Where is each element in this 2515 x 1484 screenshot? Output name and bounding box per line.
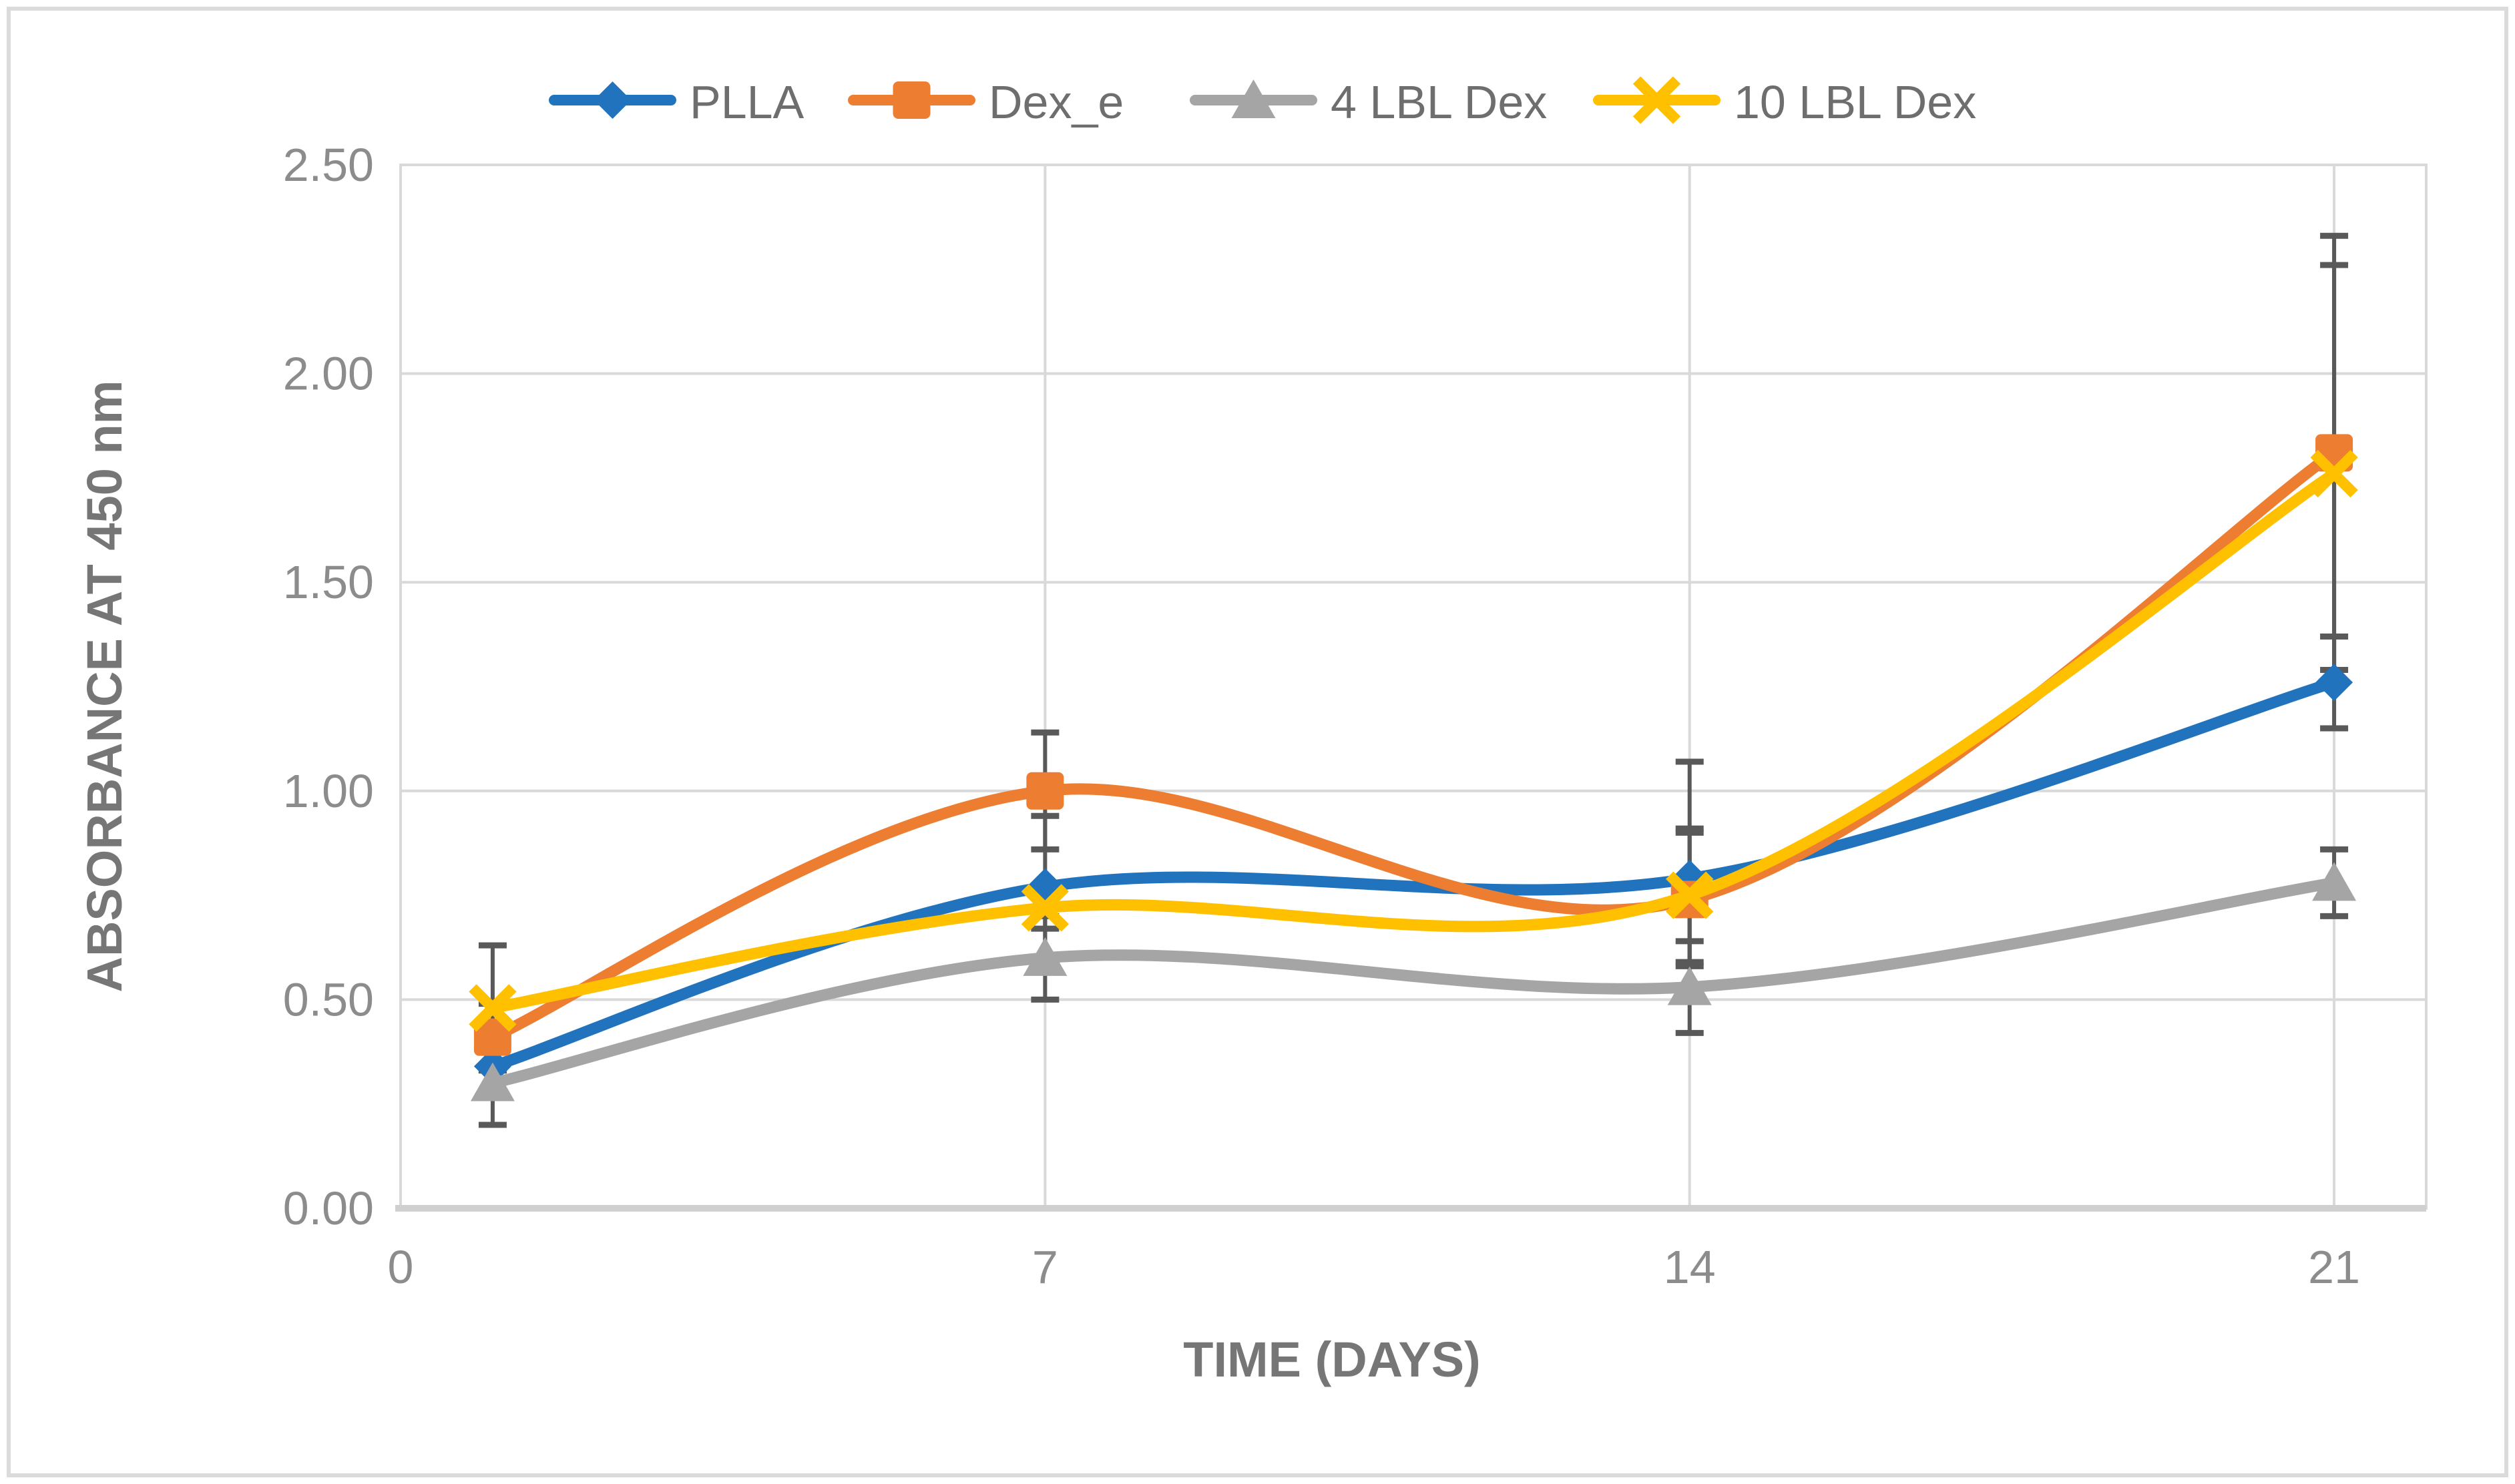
diamond-marker-icon	[594, 81, 632, 119]
legend-item-plla[interactable]: PLLA	[549, 76, 805, 128]
axis-tick-labels: 0.00 0.50 1.00 1.50 2.00 2.50 0 7 14 21	[283, 139, 2360, 1293]
series-4-lbl-dex	[470, 862, 2357, 1101]
y-tick-label: 1.50	[283, 556, 374, 608]
figure: 0.00 0.50 1.00 1.50 2.00 2.50 0 7 14 21 TIME (DAY…	[7, 7, 2508, 1477]
y-tick-label: 2.50	[283, 139, 374, 191]
plot-border	[395, 164, 2428, 1212]
legend-item-dex_e[interactable]: Dex_e	[848, 76, 1124, 128]
series-lines-and-markers	[469, 434, 2358, 1101]
legend-label: 10 LBL Dex	[1734, 76, 1976, 128]
series-line	[487, 877, 2340, 1089]
legend-label: Dex_e	[989, 76, 1124, 128]
triangle-marker-icon	[1667, 966, 1712, 1005]
x-axis-title: TIME (DAYS)	[1183, 1332, 1480, 1387]
chart-background	[11, 11, 2504, 1473]
chart-svg: 0.00 0.50 1.00 1.50 2.00 2.50 0 7 14 21 TIME (DAY…	[11, 11, 2504, 1473]
x-tick-label: 14	[1664, 1241, 1716, 1293]
y-tick-label: 2.00	[283, 348, 374, 400]
x-tick-label: 0	[388, 1241, 414, 1293]
y-tick-label: 0.50	[283, 973, 374, 1025]
legend-item-4-lbl-dex[interactable]: 4 LBL Dex	[1190, 76, 1547, 128]
y-axis-title: ABSORBANCE AT 450 nm	[77, 381, 132, 993]
triangle-marker-icon	[2312, 862, 2357, 901]
legend-label: PLLA	[690, 76, 805, 128]
x-tick-label: 21	[2308, 1241, 2360, 1293]
series-10-lbl-dex	[469, 449, 2358, 1032]
square-marker-icon	[1026, 772, 1064, 810]
y-tick-label: 0.00	[283, 1182, 374, 1234]
legend-label: 4 LBL Dex	[1331, 76, 1547, 128]
legend-item-10-lbl-dex[interactable]: 10 LBL Dex	[1593, 76, 1976, 128]
x-marker-icon	[1632, 76, 1681, 124]
triangle-marker-icon	[1023, 937, 1068, 976]
square-marker-icon	[893, 81, 931, 119]
triangle-marker-icon	[470, 1062, 515, 1101]
series-line	[487, 468, 2340, 1014]
x-tick-label: 7	[1032, 1241, 1058, 1293]
square-marker-icon	[473, 1018, 511, 1056]
y-tick-label: 1.00	[283, 765, 374, 817]
triangle-marker-icon	[1231, 79, 1276, 118]
diamond-marker-icon	[2315, 664, 2353, 702]
x-marker-icon	[1021, 884, 1070, 932]
x-marker-icon	[1666, 871, 1714, 919]
x-marker-icon	[2310, 449, 2358, 498]
series-line	[487, 676, 2340, 1072]
legend: PLLA Dex_e 4 LBL Dex 10 LBL Dex	[549, 76, 1976, 128]
x-marker-icon	[469, 984, 517, 1032]
